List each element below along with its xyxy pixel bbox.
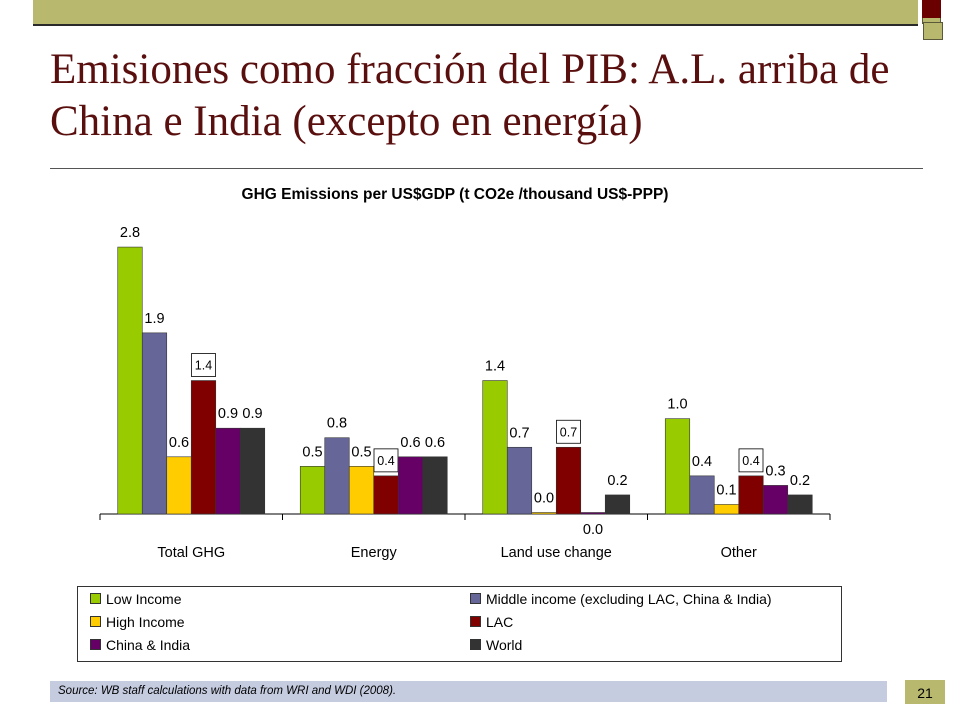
bar [713,504,740,515]
data-label: 0.7 [560,425,577,439]
top-decor-square-dark [922,0,941,18]
legend-swatch [90,639,101,650]
data-label: 0.1 [716,482,736,498]
data-label: 0.3 [765,463,785,479]
legend-swatch [90,593,101,604]
data-label: 0.2 [790,473,810,489]
legend-item: LAC [470,614,513,630]
bar [506,446,533,515]
bar [141,332,168,515]
data-label: 1.4 [195,359,212,373]
chart-title: GHG Emissions per US$GDP (t CO2e /thousa… [241,186,669,203]
slide-title: Emisiones como fracción del PIB: A.L. ar… [50,46,890,145]
chart-legend: Low Income Middle income (excluding LAC, … [77,586,842,662]
legend-label: LAC [486,614,514,630]
data-label: 0.5 [302,444,322,460]
bar [166,456,192,515]
bar [604,494,631,515]
bar [239,427,266,515]
title-divider [50,168,923,169]
source-note: Source: WB staff calculations with data … [50,681,887,702]
bar [738,475,764,515]
data-label: 0.9 [242,406,262,422]
data-label: 0.2 [607,473,627,489]
legend-label: Middle income (excluding LAC, China & In… [486,591,772,607]
bar [555,446,582,515]
bar [762,485,789,515]
legend-label: Low Income [106,591,182,607]
data-label: 0.4 [692,454,712,470]
bar [324,437,350,515]
bar [787,494,813,515]
data-label-box [738,448,764,473]
bar [580,512,606,515]
x-tick-label: Land use change [501,545,612,561]
bar [397,456,424,515]
data-label: 0.4 [742,454,759,468]
data-label: 0.5 [351,444,371,460]
x-tick-label: Total GHG [157,545,225,561]
legend-item: China & India [90,637,190,653]
legend-item: Low Income [90,591,181,607]
legend-label: High Income [106,614,185,630]
legend-swatch [90,616,101,627]
data-label: 0.4 [377,454,394,468]
legend-label: World [486,637,523,653]
top-decor-bar [33,0,918,26]
data-label: 1.0 [667,397,687,413]
bar [348,466,375,515]
legend-swatch [470,616,481,627]
legend-item: World [470,637,522,653]
bar [531,512,557,515]
data-label-box [191,353,216,377]
data-label-box [556,419,581,444]
data-label: 0.0 [534,491,554,507]
data-label: 1.9 [144,311,164,327]
data-label: 0.9 [218,406,238,422]
x-tick-label: Energy [351,545,398,561]
top-decor-square-lower [923,22,943,40]
data-label: 2.8 [120,225,140,241]
data-label: 0.7 [509,425,529,441]
bar [299,466,326,515]
bar [373,475,399,515]
legend-swatch [470,593,481,604]
data-label: 0.6 [425,435,445,451]
legend-item: High Income [90,614,185,630]
data-label: 0.6 [400,435,420,451]
bar [422,456,448,515]
data-label: 1.4 [485,359,505,375]
bar [190,380,217,515]
bar [215,427,241,515]
data-label: 0.6 [169,435,189,451]
x-tick-label: Other [721,545,757,561]
bar [482,380,508,515]
bar [117,246,143,515]
page-number: 21 [905,680,945,704]
legend-label: China & India [106,637,191,653]
bar [664,418,691,515]
bar [689,475,715,515]
data-label: 0.0 [583,522,603,538]
legend-swatch [470,639,481,650]
data-label: 0.8 [327,416,347,432]
legend-item: Middle income (excluding LAC, China & In… [470,591,772,607]
